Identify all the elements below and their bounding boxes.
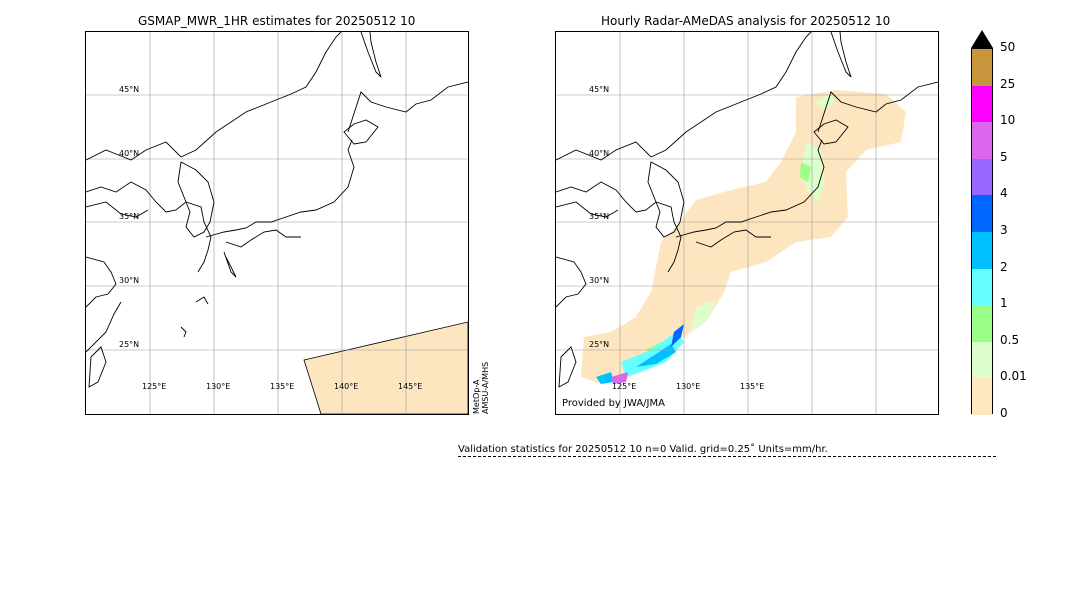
left-lon-label: 125°E	[142, 382, 167, 391]
colorbar	[971, 48, 993, 415]
colorbar-tick-label: 5	[1000, 149, 1008, 164]
satellite-label: MetOp-A AMSU-A/MHS	[472, 362, 490, 414]
colorbar-segment	[972, 158, 992, 196]
coastlines	[556, 32, 938, 388]
precip-coverage	[581, 90, 906, 384]
colorbar-tick-label: 25	[1000, 76, 1016, 91]
right-lat-label: 30°N	[589, 276, 610, 285]
colorbar-segment	[972, 195, 992, 232]
satellite-name: MetOp-A	[472, 379, 481, 414]
colorbar-tick-label: 50	[1000, 40, 1016, 54]
colorbar-segment	[972, 341, 992, 379]
left-map: 45°N 40°N 35°N 30°N 25°N 125°E 130°E 135…	[85, 31, 469, 415]
left-lat-label: 45°N	[119, 85, 140, 94]
left-lat-label: 30°N	[119, 276, 140, 285]
satellite-swath	[303, 321, 468, 414]
colorbar-tick-label: 4	[1000, 186, 1008, 201]
precip-heavier	[671, 324, 684, 347]
right-lat-label: 25°N	[589, 340, 610, 349]
precip-moderate	[621, 332, 684, 377]
validation-statistics: Validation statistics for 20250512 10 n=…	[458, 444, 996, 457]
precip-light	[691, 94, 836, 332]
colorbar-segment	[972, 49, 992, 86]
precip-heavy	[596, 344, 676, 384]
colorbar-segment	[972, 305, 992, 342]
right-map-title: Hourly Radar-AMeDAS analysis for 2025051…	[601, 14, 891, 28]
left-map-canvas	[86, 32, 468, 414]
left-lat-label: 35°N	[119, 212, 140, 221]
right-lat-label: 35°N	[589, 212, 610, 221]
left-lon-label: 145°E	[398, 382, 423, 391]
right-map-canvas	[556, 32, 938, 414]
colorbar-segment	[972, 378, 992, 415]
precip-intense	[611, 372, 628, 384]
colorbar-tick-label: 2	[1000, 259, 1008, 274]
left-lat-label: 40°N	[119, 149, 140, 158]
colorbar-extend-arrow	[971, 30, 993, 48]
colorbar-tick-label: 0.01	[1000, 369, 1027, 384]
colorbar-tick-label: 1	[1000, 296, 1008, 311]
right-map: 45°N 40°N 35°N 30°N 25°N 125°E 130°E 135…	[555, 31, 939, 415]
right-lon-label: 125°E	[612, 382, 637, 391]
left-lon-label: 140°E	[334, 382, 359, 391]
left-lon-label: 130°E	[206, 382, 231, 391]
data-credit: Provided by JWA/JMA	[562, 398, 665, 409]
coastlines	[86, 32, 468, 388]
colorbar-tick-label: 3	[1000, 223, 1008, 237]
colorbar-segment	[972, 268, 992, 306]
colorbar-segment	[972, 232, 992, 269]
left-lat-label: 25°N	[119, 340, 140, 349]
colorbar-tick-label: 10	[1000, 113, 1016, 128]
colorbar-tick-label: 0.5	[1000, 332, 1020, 347]
right-lat-label: 45°N	[589, 85, 610, 94]
colorbar-tick-label: 0	[1000, 406, 1008, 420]
left-lon-label: 135°E	[270, 382, 295, 391]
graticule	[556, 32, 938, 414]
sensor-name: AMSU-A/MHS	[481, 361, 490, 414]
right-lon-label: 130°E	[676, 382, 701, 391]
right-lat-label: 40°N	[589, 149, 610, 158]
left-map-title: GSMAP_MWR_1HR estimates for 20250512 10	[138, 14, 416, 28]
colorbar-segment	[972, 85, 992, 123]
right-lon-label: 135°E	[740, 382, 765, 391]
colorbar-segment	[972, 122, 992, 159]
graticule	[86, 32, 468, 414]
